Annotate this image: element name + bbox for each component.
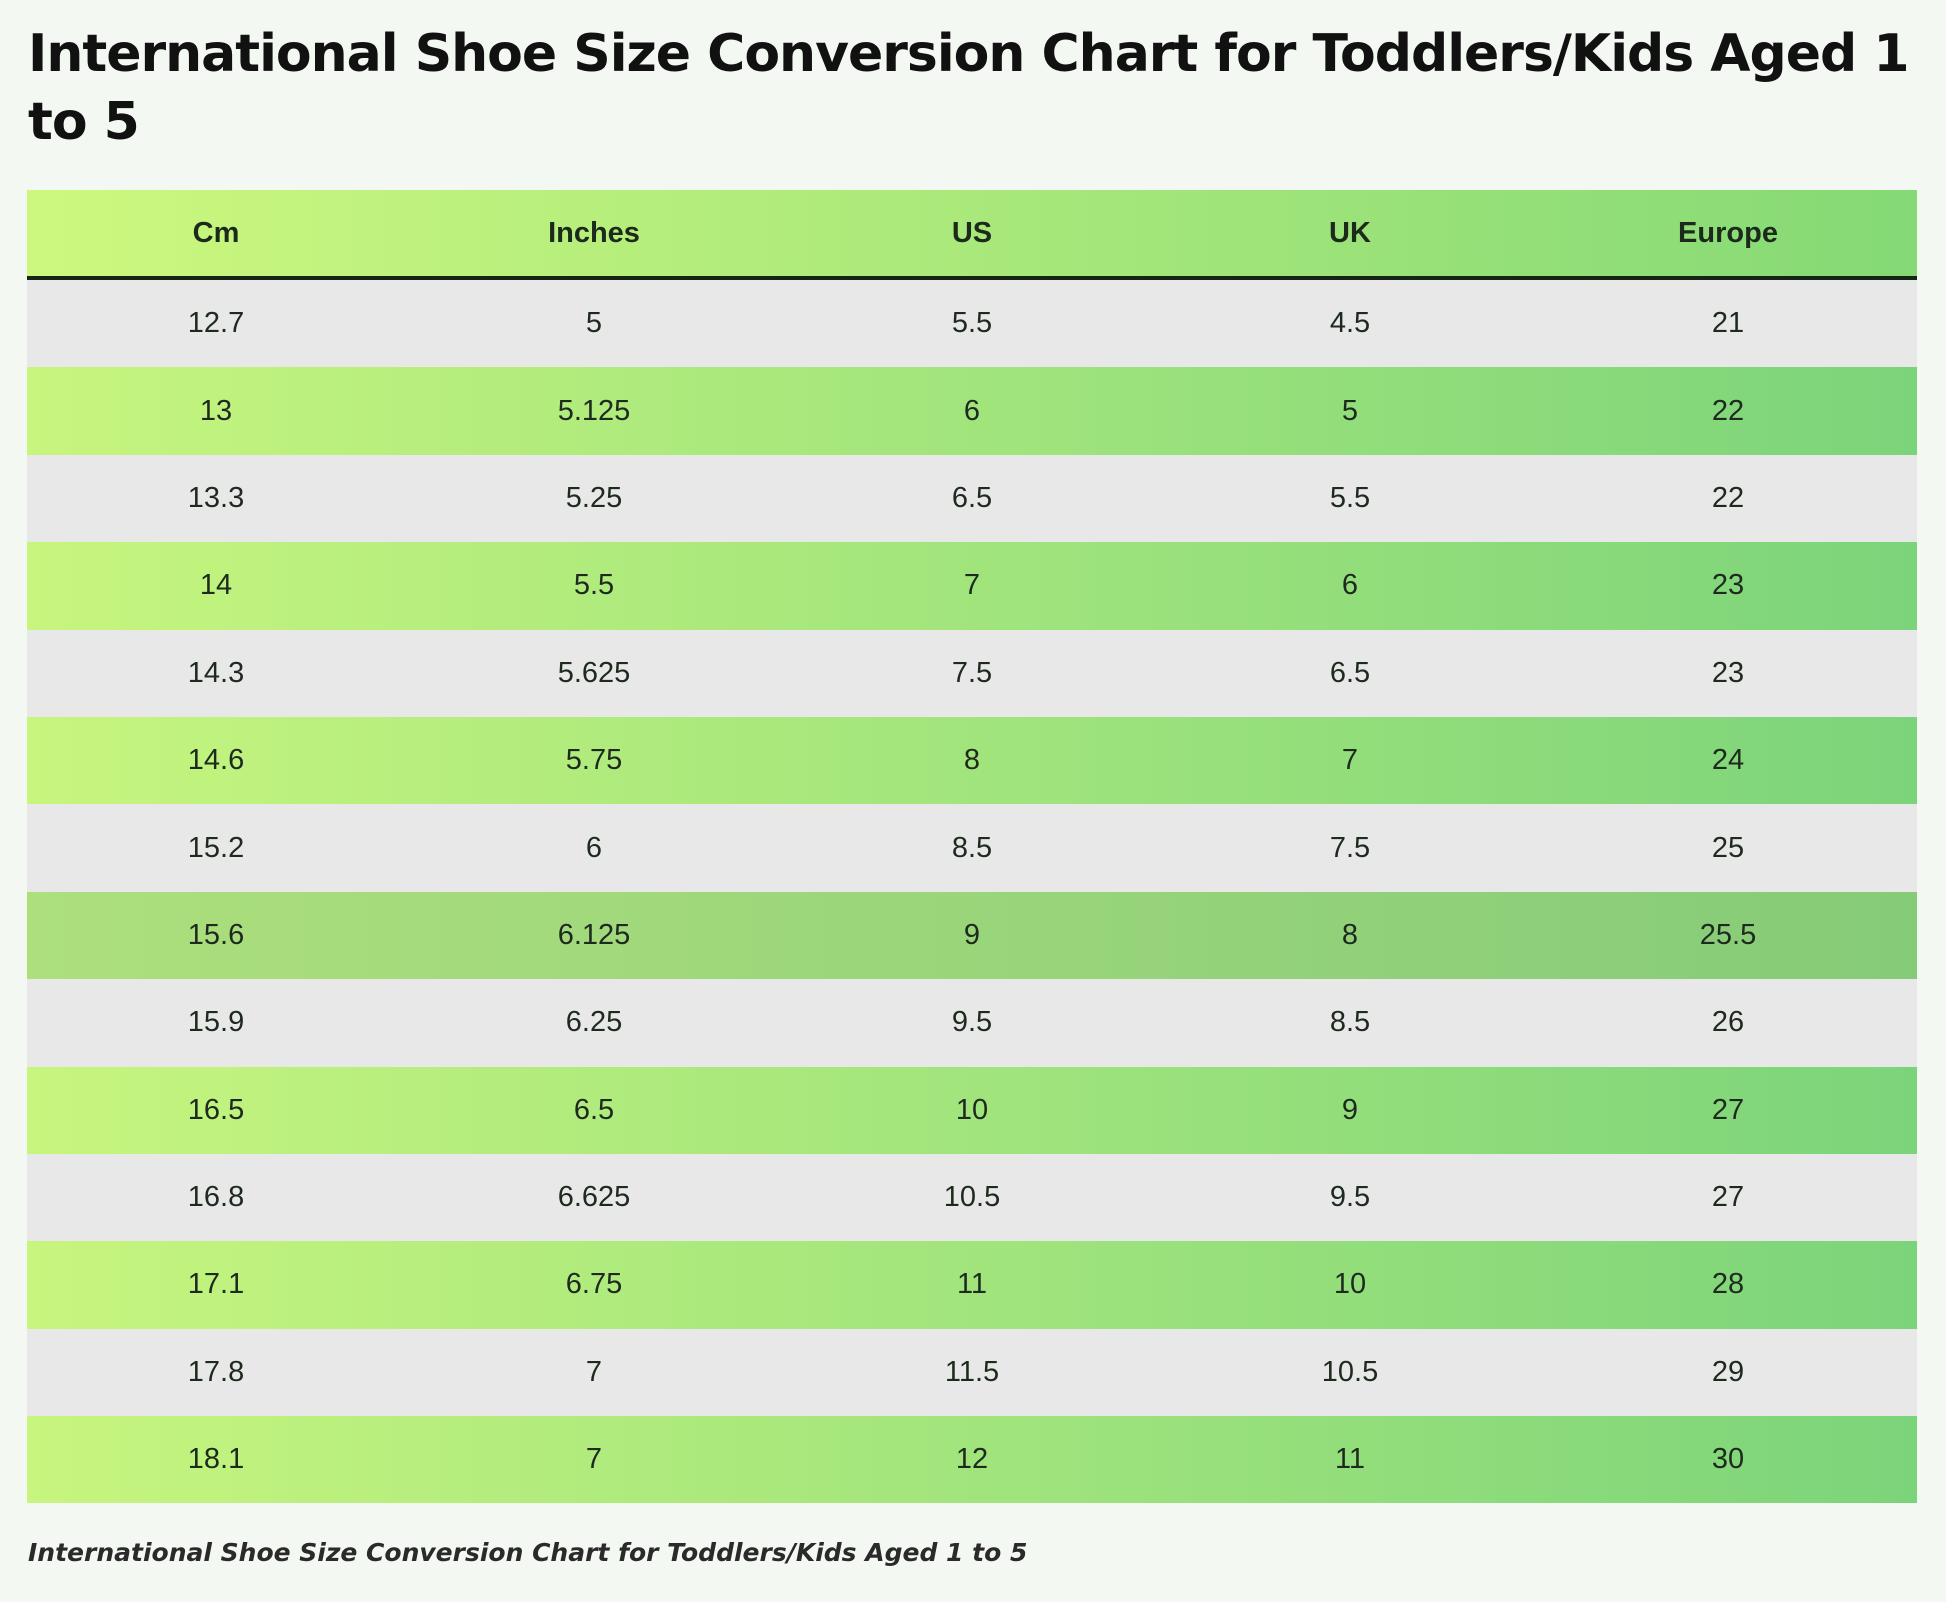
table-cell: 6.5 — [1329, 656, 1371, 689]
table-cell: 17.8 — [187, 1355, 245, 1388]
table-row: 13 5.125 6 5 22 — [27, 367, 1917, 455]
table-cell: 27 — [1711, 1181, 1745, 1214]
table-cell: 13.3 — [187, 481, 245, 514]
table-cell: 6 — [585, 831, 603, 864]
table-row: 17.8 7 11.5 10.5 29 — [27, 1328, 1917, 1417]
table-cell: 5.75 — [565, 744, 623, 777]
table-cell: 26 — [1711, 1006, 1745, 1039]
table-cell: 15.6 — [187, 918, 245, 951]
title: International Shoe Size Conversion Chart… — [28, 24, 1910, 152]
table-row: 14 5.5 7 6 23 — [27, 542, 1917, 630]
table-cell: 8 — [1341, 918, 1359, 951]
table-cell: 12 — [955, 1443, 989, 1476]
table-cell: 11 — [956, 1268, 988, 1301]
table-row: 12.7 5 5.5 4.5 21 — [27, 278, 1917, 368]
table-cell: 6 — [963, 394, 981, 427]
table-cell: 8.5 — [951, 831, 993, 864]
table-row: 16.8 6.625 10.5 9.5 27 — [27, 1153, 1917, 1242]
table-cell: 25 — [1711, 831, 1745, 864]
table-cell: 6.5 — [951, 481, 993, 514]
table-cell: 28 — [1711, 1268, 1745, 1301]
table-cell: 22 — [1711, 481, 1745, 514]
table-cell: 11 — [1334, 1443, 1366, 1476]
table-row: 16.5 6.5 10 9 27 — [27, 1066, 1917, 1154]
table-cell: 5.5 — [951, 307, 993, 340]
column-header: Cm — [27, 190, 405, 280]
table-cell: 14.6 — [187, 744, 245, 777]
table-row: 15.6 6.125 9 8 25.5 — [27, 891, 1917, 980]
table-cell: 7 — [585, 1443, 603, 1476]
header-row: Cm Inches US UK Europe — [27, 190, 1917, 280]
table-cell: 23 — [1711, 656, 1745, 689]
table-cell: 12.7 — [187, 307, 245, 340]
table-cell: 15.2 — [187, 831, 245, 864]
table-cell: 5 — [585, 307, 603, 340]
table-cell: 8.5 — [1329, 1006, 1371, 1039]
column-header: US — [783, 190, 1161, 280]
table-cell: 22 — [1711, 394, 1745, 427]
table-cell: 14.3 — [187, 656, 245, 689]
table-cell: 30 — [1711, 1443, 1745, 1476]
table-cell: 9.5 — [951, 1006, 993, 1039]
table-cell: 29 — [1711, 1355, 1745, 1388]
table-cell: 21 — [1711, 307, 1745, 340]
column-header: Europe — [1539, 190, 1917, 280]
table-cell: 5.625 — [557, 656, 631, 689]
table-body: 12.7 5 5.5 4.5 21 13 5.125 6 5 22 13.3 5.25 6.5 5.5 22… — [27, 278, 1917, 1504]
table-cell: 5.125 — [557, 394, 631, 427]
table-cell: 7 — [1341, 744, 1359, 777]
table-row: 15.2 6 8.5 7.5 25 — [27, 804, 1917, 892]
table-cell: 6.125 — [557, 918, 631, 951]
table-cell: 10 — [1333, 1268, 1367, 1301]
table-cell: 9.5 — [1329, 1181, 1371, 1214]
table-cell: 9 — [1341, 1093, 1359, 1126]
table-cell: 5.5 — [1329, 481, 1371, 514]
table-cell: 15.9 — [187, 1006, 245, 1039]
table-cell: 7 — [585, 1355, 603, 1388]
table-cell: 10.5 — [943, 1181, 1001, 1214]
table-cell: 7.5 — [951, 656, 993, 689]
table-row: 17.1 6.75 11 10 28 — [27, 1241, 1917, 1329]
table-cell: 6.75 — [565, 1268, 623, 1301]
table-row: 14.3 5.625 7.5 6.5 23 — [27, 629, 1917, 717]
column-header: UK — [1161, 190, 1539, 280]
table-cell: 11.5 — [944, 1355, 1000, 1388]
table-cell: 23 — [1711, 569, 1745, 602]
table-cell: 10 — [955, 1093, 989, 1126]
table-cell: 9 — [963, 918, 981, 951]
table-cell: 7.5 — [1329, 831, 1371, 864]
table-cell: 16.5 — [187, 1093, 245, 1126]
table-row: 14.6 5.75 8 7 24 — [27, 716, 1917, 805]
table-row: 13.3 5.25 6.5 5.5 22 — [27, 454, 1917, 543]
table-cell: 10.5 — [1321, 1355, 1379, 1388]
size-table: Cm Inches US UK Europe 12.7 5 5.5 4.5 21 13 5.125 6… — [27, 190, 1917, 1504]
table-cell: 6.625 — [557, 1181, 631, 1214]
table-cell: 6.25 — [565, 1006, 623, 1039]
table-cell: 24 — [1711, 744, 1745, 777]
table-cell: 18.1 — [187, 1443, 245, 1476]
table-cell: 25.5 — [1699, 918, 1757, 951]
table-cell: 6 — [1341, 569, 1359, 602]
table-row: 15.9 6.25 9.5 8.5 26 — [27, 979, 1917, 1067]
table-cell: 17.1 — [187, 1268, 245, 1301]
table-row: 18.1 7 12 11 30 — [27, 1416, 1917, 1504]
table-cell: 6.5 — [573, 1093, 615, 1126]
table-cell: 7 — [963, 569, 981, 602]
table-cell: 14 — [199, 569, 233, 602]
table-cell: 5.5 — [573, 569, 615, 602]
table-cell: 4.5 — [1329, 307, 1371, 340]
table-cell: 8 — [963, 744, 981, 777]
table-cell: 5 — [1341, 394, 1359, 427]
column-header: Inches — [405, 190, 783, 280]
table-cell: 5.25 — [565, 481, 623, 514]
caption: International Shoe Size Conversion Chart… — [28, 1538, 1028, 1567]
table-cell: 27 — [1711, 1093, 1745, 1126]
table-cell: 16.8 — [187, 1181, 245, 1214]
table-cell: 13 — [199, 394, 233, 427]
